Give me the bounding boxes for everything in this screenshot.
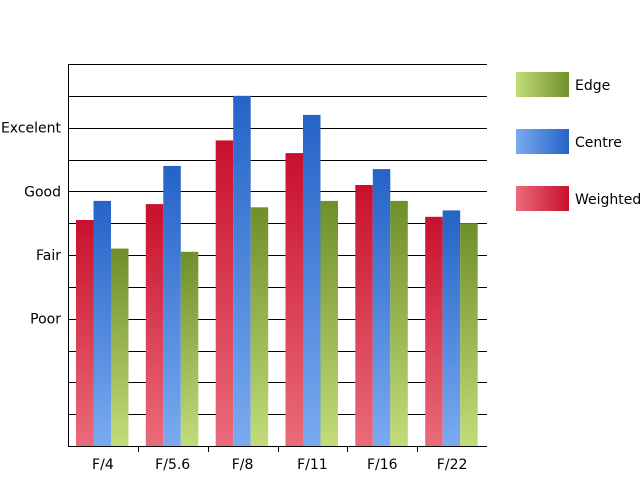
bar-centre-3 <box>303 114 321 447</box>
bar-edge-4 <box>390 200 408 446</box>
bar-weighted-3 <box>285 153 303 446</box>
bar-centre-0 <box>93 200 111 446</box>
bars <box>76 95 478 447</box>
legend-label-edge: Edge <box>575 78 610 94</box>
legend-swatch-centre <box>516 129 569 154</box>
legend-label-centre: Centre <box>575 135 622 151</box>
legend-swatch-weighted <box>516 186 569 211</box>
bar-edge-5 <box>460 223 478 446</box>
y-tick-label: Fair <box>36 248 61 264</box>
x-tick-label: F/16 <box>367 457 398 473</box>
bar-weighted-0 <box>76 220 94 446</box>
bar-weighted-2 <box>215 140 234 446</box>
legend-label-weighted: Weighted <box>575 192 640 208</box>
axes <box>68 64 487 452</box>
legend-swatch-edge <box>516 72 569 97</box>
grid-lines <box>68 64 487 415</box>
y-tick-labels: Poor Fair Good Excelent <box>1 121 62 328</box>
bar-edge-2 <box>250 207 269 447</box>
bar-edge-0 <box>111 248 129 446</box>
bar-weighted-5 <box>425 216 443 446</box>
x-tick-label: F/22 <box>437 457 468 473</box>
x-tick-labels: F/4 F/5.6 F/8 F/11 F/16 F/22 <box>92 457 467 473</box>
legend: Edge Centre Weighted <box>516 72 640 211</box>
bar-edge-3 <box>320 200 338 446</box>
x-tick-label: F/8 <box>232 457 254 473</box>
x-tick-label: F/4 <box>92 457 114 473</box>
bar-weighted-4 <box>355 185 373 446</box>
x-tick-label: F/5.6 <box>155 457 190 473</box>
bar-centre-2 <box>233 95 251 447</box>
bar-centre-4 <box>372 169 391 446</box>
bar-centre-1 <box>163 165 181 446</box>
y-tick-label: Excelent <box>1 121 62 137</box>
bar-centre-5 <box>442 210 461 446</box>
y-tick-label: Good <box>24 184 61 200</box>
bar-edge-1 <box>180 251 199 446</box>
bar-weighted-1 <box>145 204 164 446</box>
x-tick-label: F/11 <box>297 457 328 473</box>
y-tick-label: Poor <box>30 312 61 328</box>
